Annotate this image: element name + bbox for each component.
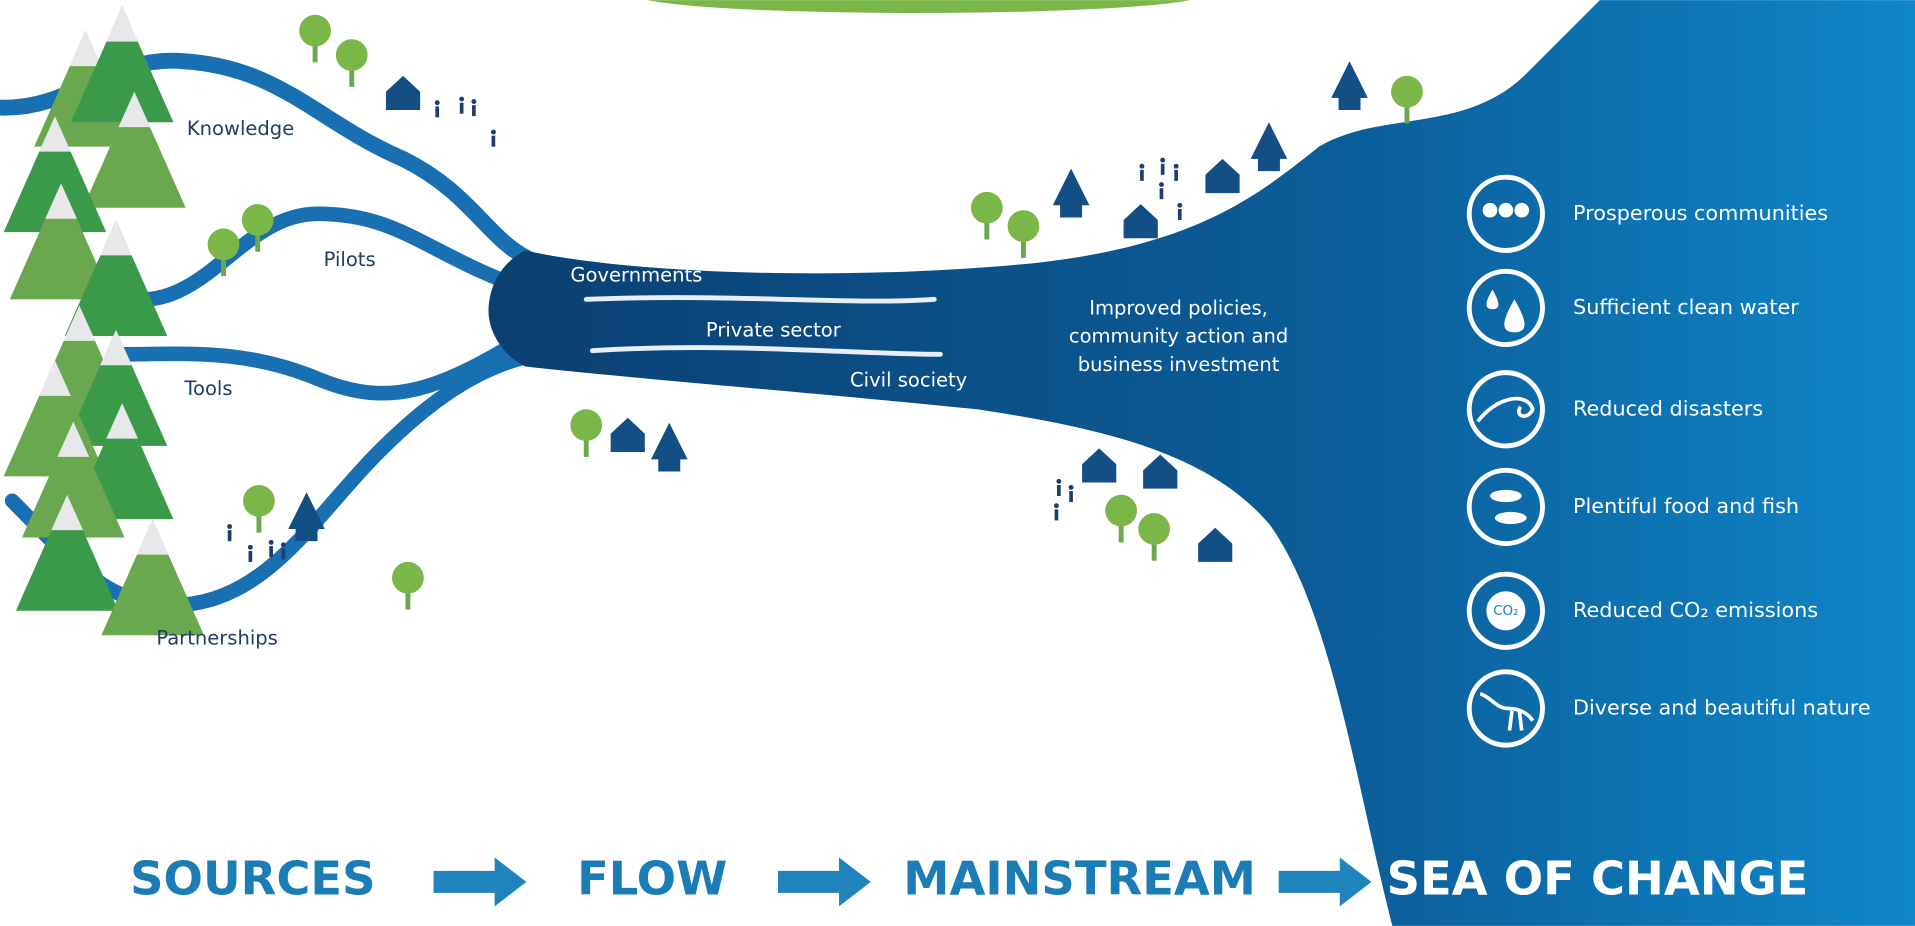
- house: [1143, 454, 1177, 488]
- result-line: community action and: [1069, 325, 1288, 348]
- house: [1124, 204, 1158, 238]
- person-body: [435, 106, 439, 117]
- house: [1198, 528, 1232, 562]
- person-head: [1177, 203, 1182, 208]
- person-head: [281, 542, 286, 547]
- person-body: [1178, 209, 1182, 220]
- house: [1082, 448, 1116, 482]
- person-body: [1174, 170, 1178, 181]
- snow-cap: [106, 6, 138, 41]
- person-head: [1069, 485, 1074, 490]
- outcome-label: Prosperous communities: [1573, 201, 1828, 225]
- person-head: [1054, 503, 1059, 508]
- house: [386, 76, 420, 110]
- outcome-label: Sufficient clean water: [1573, 295, 1799, 319]
- hut: [1251, 122, 1288, 171]
- person-head: [227, 524, 232, 529]
- hut: [651, 423, 688, 472]
- top-land: [647, 0, 1190, 13]
- icon-glyph: [1495, 512, 1527, 524]
- tree: [336, 39, 368, 71]
- house: [1205, 159, 1239, 193]
- stage-label: FLOW: [577, 851, 727, 905]
- stage-arrow: [1279, 857, 1372, 906]
- person-head: [269, 540, 274, 545]
- person-body: [1161, 164, 1165, 175]
- icon-glyph: [1514, 203, 1529, 218]
- stage-arrow: [778, 857, 871, 906]
- person-head: [1160, 158, 1165, 163]
- result-label: Improved policies, community action and …: [1069, 297, 1288, 376]
- stages: SOURCES FLOW MAINSTREAM SEA OF CHANGE: [130, 851, 1808, 906]
- person-head: [471, 99, 476, 104]
- stage-label: SEA OF CHANGE: [1387, 851, 1809, 905]
- person-head: [1174, 164, 1179, 169]
- actor-label: Private sector: [706, 319, 842, 342]
- tree: [243, 485, 275, 517]
- tree: [1138, 513, 1170, 545]
- icon-glyph: [1490, 490, 1522, 502]
- tree: [570, 409, 602, 441]
- outcome-label: Plentiful food and fish: [1573, 494, 1799, 518]
- person-head: [1056, 479, 1061, 484]
- tree: [971, 192, 1003, 224]
- person-head: [459, 97, 464, 102]
- person-body: [249, 551, 253, 562]
- outcome-label: Diverse and beautiful nature: [1573, 695, 1871, 719]
- person-head: [1139, 164, 1144, 169]
- tree: [1105, 495, 1137, 527]
- hut: [1331, 61, 1368, 110]
- snow-cap: [137, 519, 169, 554]
- diagram: Knowledge Pilots Tools Partnerships Gove…: [0, 0, 1915, 926]
- person-body: [1055, 509, 1059, 520]
- person-body: [269, 546, 273, 557]
- person-body: [1057, 485, 1061, 496]
- tree: [392, 562, 424, 594]
- person-head: [1159, 182, 1164, 187]
- result-line: business investment: [1078, 353, 1280, 376]
- stage-arrow: [434, 857, 527, 906]
- result-line: Improved policies,: [1089, 297, 1268, 320]
- stage-label: MAINSTREAM: [903, 851, 1256, 905]
- snow-cap: [70, 31, 102, 66]
- page: Knowledge Pilots Tools Partnerships Gove…: [0, 0, 1915, 926]
- person-body: [492, 136, 496, 147]
- house: [611, 418, 645, 452]
- hut: [1053, 169, 1090, 218]
- tree: [1008, 210, 1040, 242]
- person-body: [1069, 491, 1073, 502]
- tributary-label: Pilots: [324, 248, 376, 271]
- tributary-label: Knowledge: [187, 117, 294, 140]
- actor-label: Governments: [570, 264, 702, 287]
- icon-glyph: [1483, 203, 1498, 218]
- snow-cap: [100, 220, 132, 255]
- person-head: [435, 100, 440, 105]
- co2-icon-label: CO₂: [1493, 604, 1518, 619]
- actor-label: Civil society: [850, 369, 967, 392]
- person-body: [1160, 188, 1164, 199]
- person-body: [460, 103, 464, 114]
- stage-label: SOURCES: [130, 851, 375, 905]
- tree: [242, 204, 274, 236]
- outcome-label: Reduced disasters: [1573, 396, 1763, 420]
- tree: [1391, 76, 1423, 108]
- mainstream-sea: [489, 0, 1915, 926]
- tributary-label: Tools: [183, 377, 232, 400]
- person-body: [282, 548, 286, 559]
- person-body: [472, 105, 476, 116]
- person-body: [1140, 170, 1144, 181]
- tree: [299, 15, 331, 47]
- person-head: [491, 130, 496, 135]
- icon-glyph: [1499, 203, 1514, 218]
- outcome-label: Reduced CO₂ emissions: [1573, 598, 1818, 622]
- tributary-label: Partnerships: [156, 626, 278, 649]
- tree: [208, 229, 240, 261]
- person-head: [248, 545, 253, 550]
- person-body: [228, 530, 232, 541]
